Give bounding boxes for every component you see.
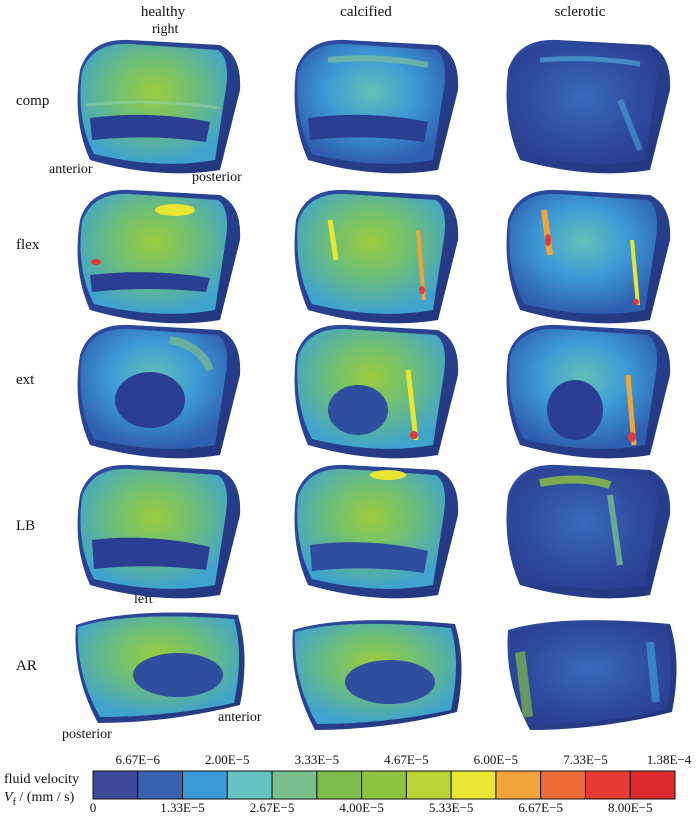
colorbar-tick-label-top: 4.67E−5 <box>384 752 429 767</box>
row-title-flex: flex <box>16 237 40 253</box>
contour-ar-sclerotic <box>507 620 677 730</box>
colorbar-tick-label-bottom: 5.33E−5 <box>428 800 474 815</box>
row-title-lb: LB <box>16 518 36 534</box>
contour-lb-calcified <box>294 464 459 599</box>
legend-unit: Vf / (mm / s) <box>4 790 74 808</box>
colorbar-tick-label-top: 7.33E−5 <box>563 752 608 767</box>
contour-flex-calcified <box>294 189 459 324</box>
column-title-sclerotic: sclerotic <box>554 4 606 20</box>
legend-symbol-subscript: f <box>12 796 16 808</box>
direction-label-posterior: posterior <box>192 170 242 185</box>
contour-ar-healthy <box>75 612 245 723</box>
contour-ar-calcified <box>292 620 462 730</box>
contour-comp-healthy <box>77 39 241 174</box>
colorbar-tick-label-bottom: 4.00E−5 <box>339 800 384 815</box>
colorbar-tick-label-bottom: 1.33E−5 <box>160 800 205 815</box>
colorbar-segment <box>450 770 497 800</box>
colorbar-segment <box>540 770 586 800</box>
direction-label-posterior-ar: posterior <box>62 727 112 742</box>
colorbar-tick-label-top: 2.00E−5 <box>205 752 250 767</box>
colorbar-tick-label-bottom: 8.00E−5 <box>607 800 653 815</box>
colorbar-tick-label-top: 6.00E−5 <box>473 752 519 767</box>
contour-ext-sclerotic <box>506 324 671 459</box>
contour-ext-healthy <box>77 324 241 459</box>
contour-flex-sclerotic <box>506 189 671 324</box>
colorbar-tick-label-top: 1.38E−4 <box>646 752 692 767</box>
column-title-healthy: healthy <box>140 4 186 20</box>
legend-symbol: V <box>4 790 13 805</box>
colorbar-segment <box>316 770 363 800</box>
contour-flex-healthy <box>77 189 241 324</box>
colorbar-segment <box>182 770 228 800</box>
row-title-comp: comp <box>16 93 50 109</box>
row-title-ext: ext <box>16 372 35 388</box>
colorbar-segment <box>361 770 407 800</box>
contour-lb-healthy <box>77 464 241 599</box>
legend-title: fluid velocity <box>4 772 80 787</box>
direction-label-anterior: anterior <box>49 162 93 177</box>
direction-label-anterior-ar: anterior <box>218 710 262 725</box>
colorbar-tick-label-top: 3.33E−5 <box>294 752 340 767</box>
colorbar-segment <box>137 770 184 800</box>
colorbar-segment <box>495 770 542 800</box>
colorbar-segment <box>92 770 139 800</box>
direction-label-right: right <box>152 22 179 37</box>
colorbar <box>92 770 676 800</box>
contour-lb-sclerotic <box>506 464 671 599</box>
colorbar-tick-label-bottom: 0 <box>89 800 97 815</box>
contour-comp-calcified <box>294 39 459 174</box>
colorbar-segment <box>271 770 318 800</box>
contour-ext-calcified <box>294 324 459 459</box>
colorbar-tick-label-top: 6.67E−6 <box>115 752 161 767</box>
column-title-calcified: calcified <box>340 4 392 20</box>
row-title-ar: AR <box>16 658 37 674</box>
colorbar-segment <box>226 770 273 800</box>
colorbar-segment <box>629 770 676 800</box>
colorbar-segment <box>584 770 631 800</box>
colorbar-segment <box>405 770 452 800</box>
contour-comp-sclerotic <box>506 39 671 174</box>
legend-unit-text: / (mm / s) <box>15 790 75 805</box>
colorbar-tick-label-bottom: 6.67E−5 <box>518 800 563 815</box>
colorbar-tick-label-bottom: 2.67E−5 <box>249 800 295 815</box>
